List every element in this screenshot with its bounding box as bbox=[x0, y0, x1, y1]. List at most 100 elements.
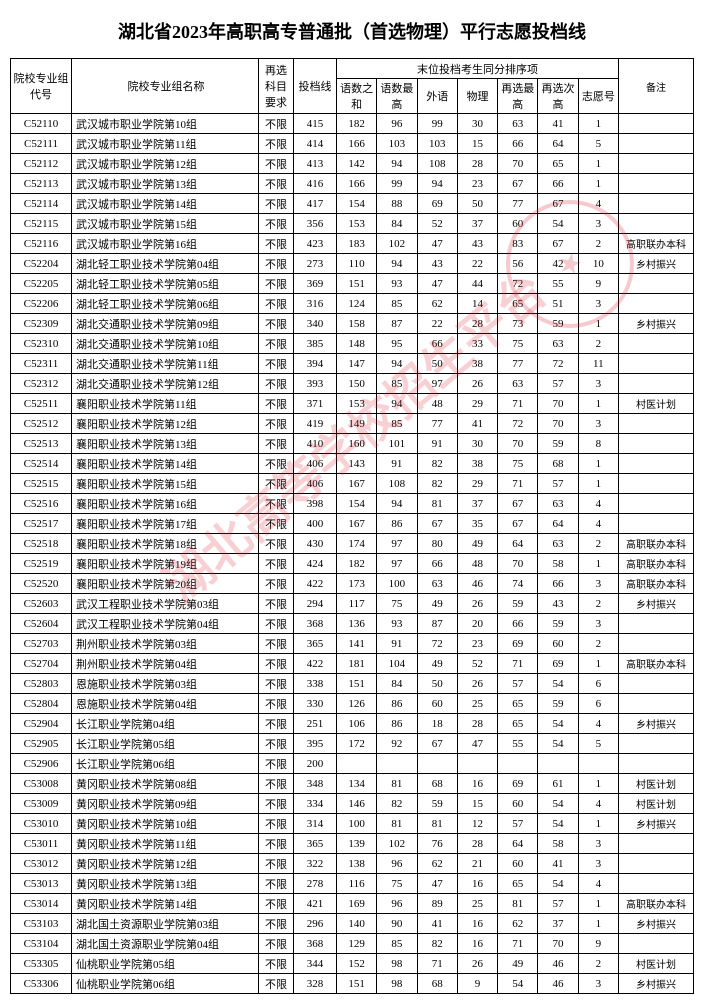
cell-note bbox=[619, 194, 694, 214]
cell-s6: 54 bbox=[538, 874, 578, 894]
cell-code: C53103 bbox=[11, 914, 72, 934]
cell-note bbox=[619, 294, 694, 314]
cell-code: C52116 bbox=[11, 234, 72, 254]
cell-s2: 99 bbox=[377, 174, 417, 194]
cell-note bbox=[619, 514, 694, 534]
cell-req: 不限 bbox=[259, 794, 294, 814]
cell-score: 273 bbox=[294, 254, 337, 274]
cell-s6: 54 bbox=[538, 734, 578, 754]
cell-req: 不限 bbox=[259, 174, 294, 194]
cell-s1: 167 bbox=[337, 514, 377, 534]
th-score: 投档线 bbox=[294, 59, 337, 114]
cell-s5 bbox=[498, 754, 538, 774]
table-row: C53008黄冈职业技术学院第08组不限34813481681669611村医计… bbox=[11, 774, 694, 794]
th-last-group: 末位投档考生同分排序项 bbox=[337, 59, 619, 79]
cell-note bbox=[619, 334, 694, 354]
cell-s6: 54 bbox=[538, 794, 578, 814]
cell-s3: 47 bbox=[417, 874, 457, 894]
cell-s6: 63 bbox=[538, 534, 578, 554]
cell-s3: 89 bbox=[417, 894, 457, 914]
cell-s6: 67 bbox=[538, 194, 578, 214]
cell-code: C52516 bbox=[11, 494, 72, 514]
table-row: C52511襄阳职业技术学院第11组不限37115394482971701村医计… bbox=[11, 394, 694, 414]
cell-note bbox=[619, 694, 694, 714]
cell-score: 416 bbox=[294, 174, 337, 194]
table-row: C53103湖北国土资源职业学院第03组不限29614090411662371乡… bbox=[11, 914, 694, 934]
cell-s7: 2 bbox=[578, 234, 618, 254]
cell-name: 黄冈职业技术学院第12组 bbox=[72, 854, 259, 874]
cell-name: 黄冈职业技术学院第14组 bbox=[72, 894, 259, 914]
cell-score: 278 bbox=[294, 874, 337, 894]
cell-s1: 149 bbox=[337, 414, 377, 434]
cell-s5: 67 bbox=[498, 514, 538, 534]
cell-req: 不限 bbox=[259, 894, 294, 914]
cell-note: 高职联办本科 bbox=[619, 234, 694, 254]
cell-s1: 129 bbox=[337, 934, 377, 954]
cell-score: 395 bbox=[294, 734, 337, 754]
cell-s7: 9 bbox=[578, 274, 618, 294]
cell-code: C53009 bbox=[11, 794, 72, 814]
cell-s1: 141 bbox=[337, 634, 377, 654]
cell-s7: 1 bbox=[578, 314, 618, 334]
th-s5: 再选最高 bbox=[498, 79, 538, 114]
cell-s7: 5 bbox=[578, 734, 618, 754]
cell-s3: 81 bbox=[417, 494, 457, 514]
cell-s5: 49 bbox=[498, 954, 538, 974]
cell-s2 bbox=[377, 754, 417, 774]
cell-name: 黄冈职业技术学院第13组 bbox=[72, 874, 259, 894]
cell-s6: 57 bbox=[538, 894, 578, 914]
cell-s5: 62 bbox=[498, 914, 538, 934]
cell-code: C52904 bbox=[11, 714, 72, 734]
cell-req: 不限 bbox=[259, 114, 294, 134]
cell-req: 不限 bbox=[259, 274, 294, 294]
cell-code: C52110 bbox=[11, 114, 72, 134]
cell-note bbox=[619, 174, 694, 194]
cell-code: C52905 bbox=[11, 734, 72, 754]
cell-s1: 143 bbox=[337, 454, 377, 474]
cell-s7: 6 bbox=[578, 674, 618, 694]
cell-s2: 98 bbox=[377, 974, 417, 994]
cell-note: 乡村振兴 bbox=[619, 814, 694, 834]
cell-score: 365 bbox=[294, 834, 337, 854]
table-row: C52312湖北交通职业技术学院第12组不限39315085972663573 bbox=[11, 374, 694, 394]
cell-s7: 6 bbox=[578, 694, 618, 714]
cell-s5: 67 bbox=[498, 494, 538, 514]
cell-score: 296 bbox=[294, 914, 337, 934]
cell-s7: 3 bbox=[578, 974, 618, 994]
page-title: 湖北省2023年高职高专普通批（首选物理）平行志愿投档线 bbox=[10, 18, 694, 44]
cell-s5: 83 bbox=[498, 234, 538, 254]
cell-s6: 59 bbox=[538, 614, 578, 634]
cell-code: C52703 bbox=[11, 634, 72, 654]
cell-note bbox=[619, 874, 694, 894]
table-row: C52516襄阳职业技术学院第16组不限39815494813767634 bbox=[11, 494, 694, 514]
cell-s6: 59 bbox=[538, 694, 578, 714]
cell-s2: 85 bbox=[377, 294, 417, 314]
cell-score: 406 bbox=[294, 474, 337, 494]
cell-name: 黄冈职业技术学院第08组 bbox=[72, 774, 259, 794]
cell-note bbox=[619, 454, 694, 474]
cell-code: C52519 bbox=[11, 554, 72, 574]
cell-s1: 148 bbox=[337, 334, 377, 354]
cell-code: C52205 bbox=[11, 274, 72, 294]
cell-s5: 71 bbox=[498, 654, 538, 674]
cell-req: 不限 bbox=[259, 234, 294, 254]
cell-s6: 61 bbox=[538, 774, 578, 794]
cell-req: 不限 bbox=[259, 434, 294, 454]
cell-code: C52512 bbox=[11, 414, 72, 434]
cell-s1: 153 bbox=[337, 394, 377, 414]
cell-s3: 63 bbox=[417, 574, 457, 594]
cell-s4: 16 bbox=[457, 914, 497, 934]
cell-s6: 63 bbox=[538, 494, 578, 514]
cell-req: 不限 bbox=[259, 674, 294, 694]
cell-s6: 41 bbox=[538, 854, 578, 874]
cell-s7: 8 bbox=[578, 434, 618, 454]
table-row: C52603武汉工程职业技术学院第03组不限29411775492659432乡… bbox=[11, 594, 694, 614]
cell-s3: 66 bbox=[417, 554, 457, 574]
cell-s1: 139 bbox=[337, 834, 377, 854]
cell-score: 314 bbox=[294, 814, 337, 834]
cell-name: 荆州职业技术学院第04组 bbox=[72, 654, 259, 674]
cell-s5: 65 bbox=[498, 294, 538, 314]
cell-req: 不限 bbox=[259, 354, 294, 374]
cell-s2: 101 bbox=[377, 434, 417, 454]
cell-s1: 174 bbox=[337, 534, 377, 554]
